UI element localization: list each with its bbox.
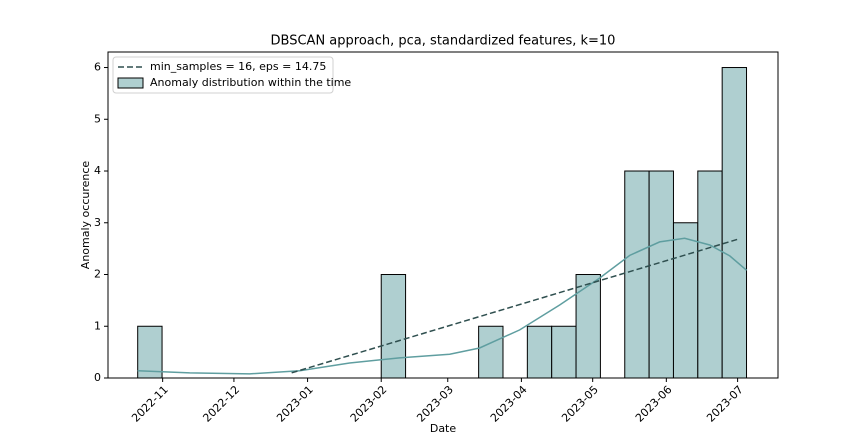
histogram-bar xyxy=(551,325,577,379)
y-tick-label: 0 xyxy=(94,371,101,384)
legend-label: min_samples = 16, eps = 14.75 xyxy=(150,60,326,73)
y-axis-label: Anomaly occurence xyxy=(79,161,92,270)
x-tick-label: 2023-03 xyxy=(414,383,456,425)
y-tick-label: 1 xyxy=(94,319,101,332)
y-tick-label: 3 xyxy=(94,216,101,229)
histogram-bar xyxy=(478,325,504,379)
y-tick-label: 6 xyxy=(94,61,101,74)
line xyxy=(291,238,738,374)
plot-frame xyxy=(107,51,779,379)
histogram-bar xyxy=(575,274,601,379)
histogram-bar xyxy=(648,170,674,379)
legend-label: Anomaly distribution within the time xyxy=(150,76,351,89)
histogram-bar xyxy=(526,325,553,379)
y-tick-label: 4 xyxy=(94,164,101,177)
x-tick-label: 2023-02 xyxy=(348,383,390,425)
legend-box xyxy=(112,56,334,94)
y-tick-label: 2 xyxy=(94,268,101,281)
histogram-bar xyxy=(380,274,407,379)
histogram-bar xyxy=(721,67,748,379)
x-tick-label: 2023-07 xyxy=(704,383,746,425)
x-tick-label: 2022-12 xyxy=(200,383,242,425)
x-tick-label: 2023-05 xyxy=(559,383,601,425)
x-axis-label: Date xyxy=(430,422,457,432)
legend: min_samples = 16, eps = 14.75 Anomaly dis… xyxy=(112,56,351,94)
legend-swatch xyxy=(117,77,144,89)
y-tick-label: 5 xyxy=(94,112,101,125)
histogram-bar xyxy=(624,170,650,379)
chart-title: DBSCAN approach, pca, standardized featu… xyxy=(271,34,616,49)
x-tick-label: 2022-11 xyxy=(129,383,171,425)
histogram-bar xyxy=(697,170,723,379)
histogram-bar xyxy=(672,222,699,379)
x-tick-label: 2023-06 xyxy=(633,383,675,425)
x-tick-label: 2023-04 xyxy=(488,383,530,425)
x-tick-label: 2023-01 xyxy=(274,383,316,425)
line xyxy=(137,237,748,375)
